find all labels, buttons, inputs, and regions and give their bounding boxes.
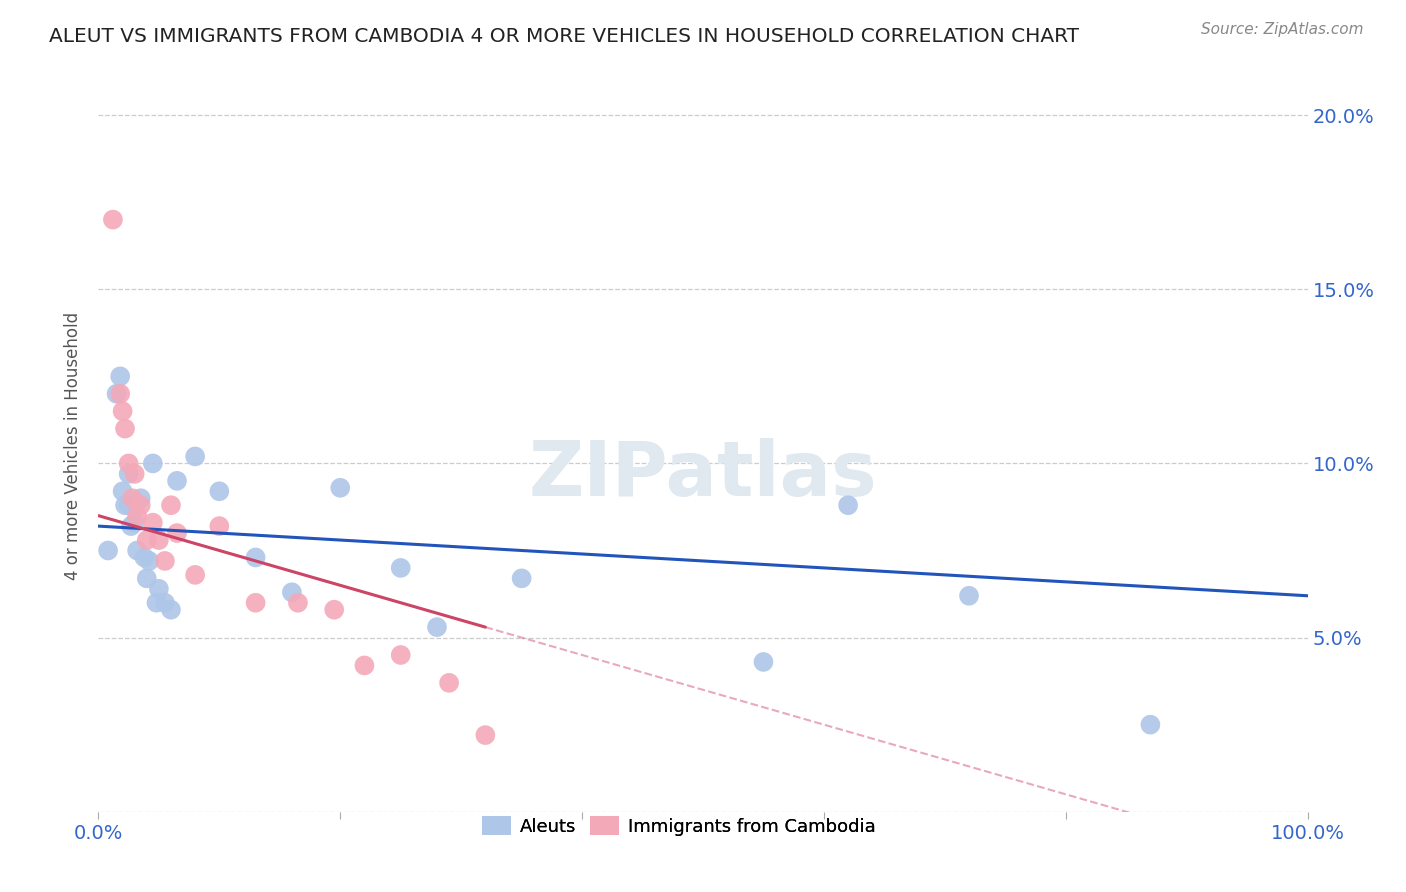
Text: ZIPatlas: ZIPatlas (529, 438, 877, 512)
Point (153, 596, 176, 610)
Point (135, 571, 157, 585)
Point (184, 567, 207, 582)
Point (129, 498, 152, 512)
Point (108, 386, 131, 401)
Point (752, 655, 775, 669)
Point (111, 484, 134, 499)
Point (118, 467, 141, 481)
Point (111, 404, 134, 418)
Point (323, 603, 346, 617)
Point (135, 533, 157, 547)
Point (184, 450, 207, 464)
Point (153, 554, 176, 568)
Point (281, 585, 304, 599)
Point (118, 457, 141, 471)
Point (837, 498, 859, 512)
Point (245, 596, 267, 610)
Legend: Aleuts, Immigrants from Cambodia: Aleuts, Immigrants from Cambodia (474, 809, 883, 843)
Point (353, 658, 375, 673)
Point (510, 571, 533, 585)
Point (166, 474, 188, 488)
Text: ALEUT VS IMMIGRANTS FROM CAMBODIA 4 OR MORE VEHICLES IN HOUSEHOLD CORRELATION CH: ALEUT VS IMMIGRANTS FROM CAMBODIA 4 OR M… (49, 27, 1080, 45)
Point (145, 596, 167, 610)
Point (160, 498, 183, 512)
Point (127, 508, 149, 523)
Point (121, 491, 143, 506)
Point (97, 543, 120, 558)
Point (114, 421, 136, 435)
Point (124, 516, 146, 530)
Point (142, 457, 165, 471)
Point (208, 519, 231, 533)
Point (105, 386, 128, 401)
Point (287, 596, 309, 610)
Point (148, 533, 170, 547)
Point (142, 516, 165, 530)
Point (957, 589, 980, 603)
Point (1139, 717, 1161, 731)
Point (389, 648, 412, 662)
Point (120, 519, 142, 533)
Point (208, 484, 231, 499)
Point (426, 620, 449, 634)
Point (166, 526, 188, 541)
Point (127, 543, 149, 558)
Point (437, 676, 460, 690)
Point (101, 212, 124, 227)
Point (114, 498, 136, 512)
Text: Source: ZipAtlas.com: Source: ZipAtlas.com (1201, 22, 1364, 37)
Y-axis label: 4 or more Vehicles in Household: 4 or more Vehicles in Household (65, 312, 83, 580)
Point (148, 582, 170, 596)
Point (134, 550, 156, 565)
Point (245, 550, 267, 565)
Point (389, 561, 412, 575)
Point (329, 481, 352, 495)
Point (129, 491, 152, 506)
Point (118, 498, 141, 512)
Point (108, 369, 131, 384)
Point (160, 603, 183, 617)
Point (124, 467, 146, 481)
Point (138, 554, 160, 568)
Point (474, 728, 496, 742)
